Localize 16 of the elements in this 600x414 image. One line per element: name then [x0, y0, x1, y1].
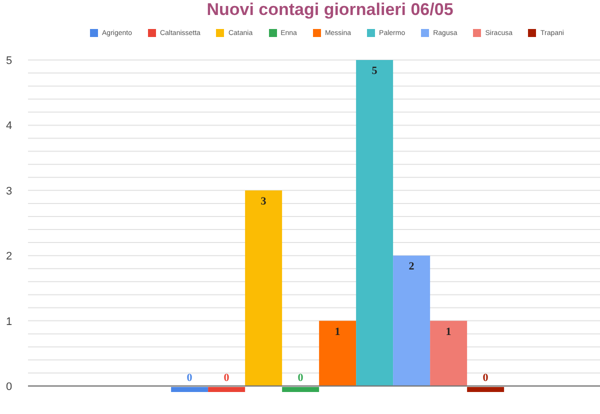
chart-title: Nuovi contagi giornalieri 06/05 — [206, 0, 454, 20]
y-tick-label: 1 — [6, 316, 12, 328]
data-label: 1 — [334, 326, 340, 338]
y-tick-label: 0 — [6, 381, 12, 393]
data-label: 5 — [372, 65, 378, 77]
data-label: 0 — [224, 372, 230, 384]
data-label: 0 — [482, 372, 489, 384]
y-tick-label: 2 — [6, 250, 12, 263]
y-tick-label: 4 — [6, 120, 12, 132]
data-label: 1 — [446, 326, 452, 338]
data-label: 3 — [260, 195, 267, 208]
data-label: 0 — [298, 372, 304, 384]
data-label: 2 — [408, 260, 415, 273]
y-tick-label: 3 — [6, 185, 12, 198]
y-tick-label: 5 — [6, 55, 12, 67]
data-label: 0 — [186, 372, 193, 384]
